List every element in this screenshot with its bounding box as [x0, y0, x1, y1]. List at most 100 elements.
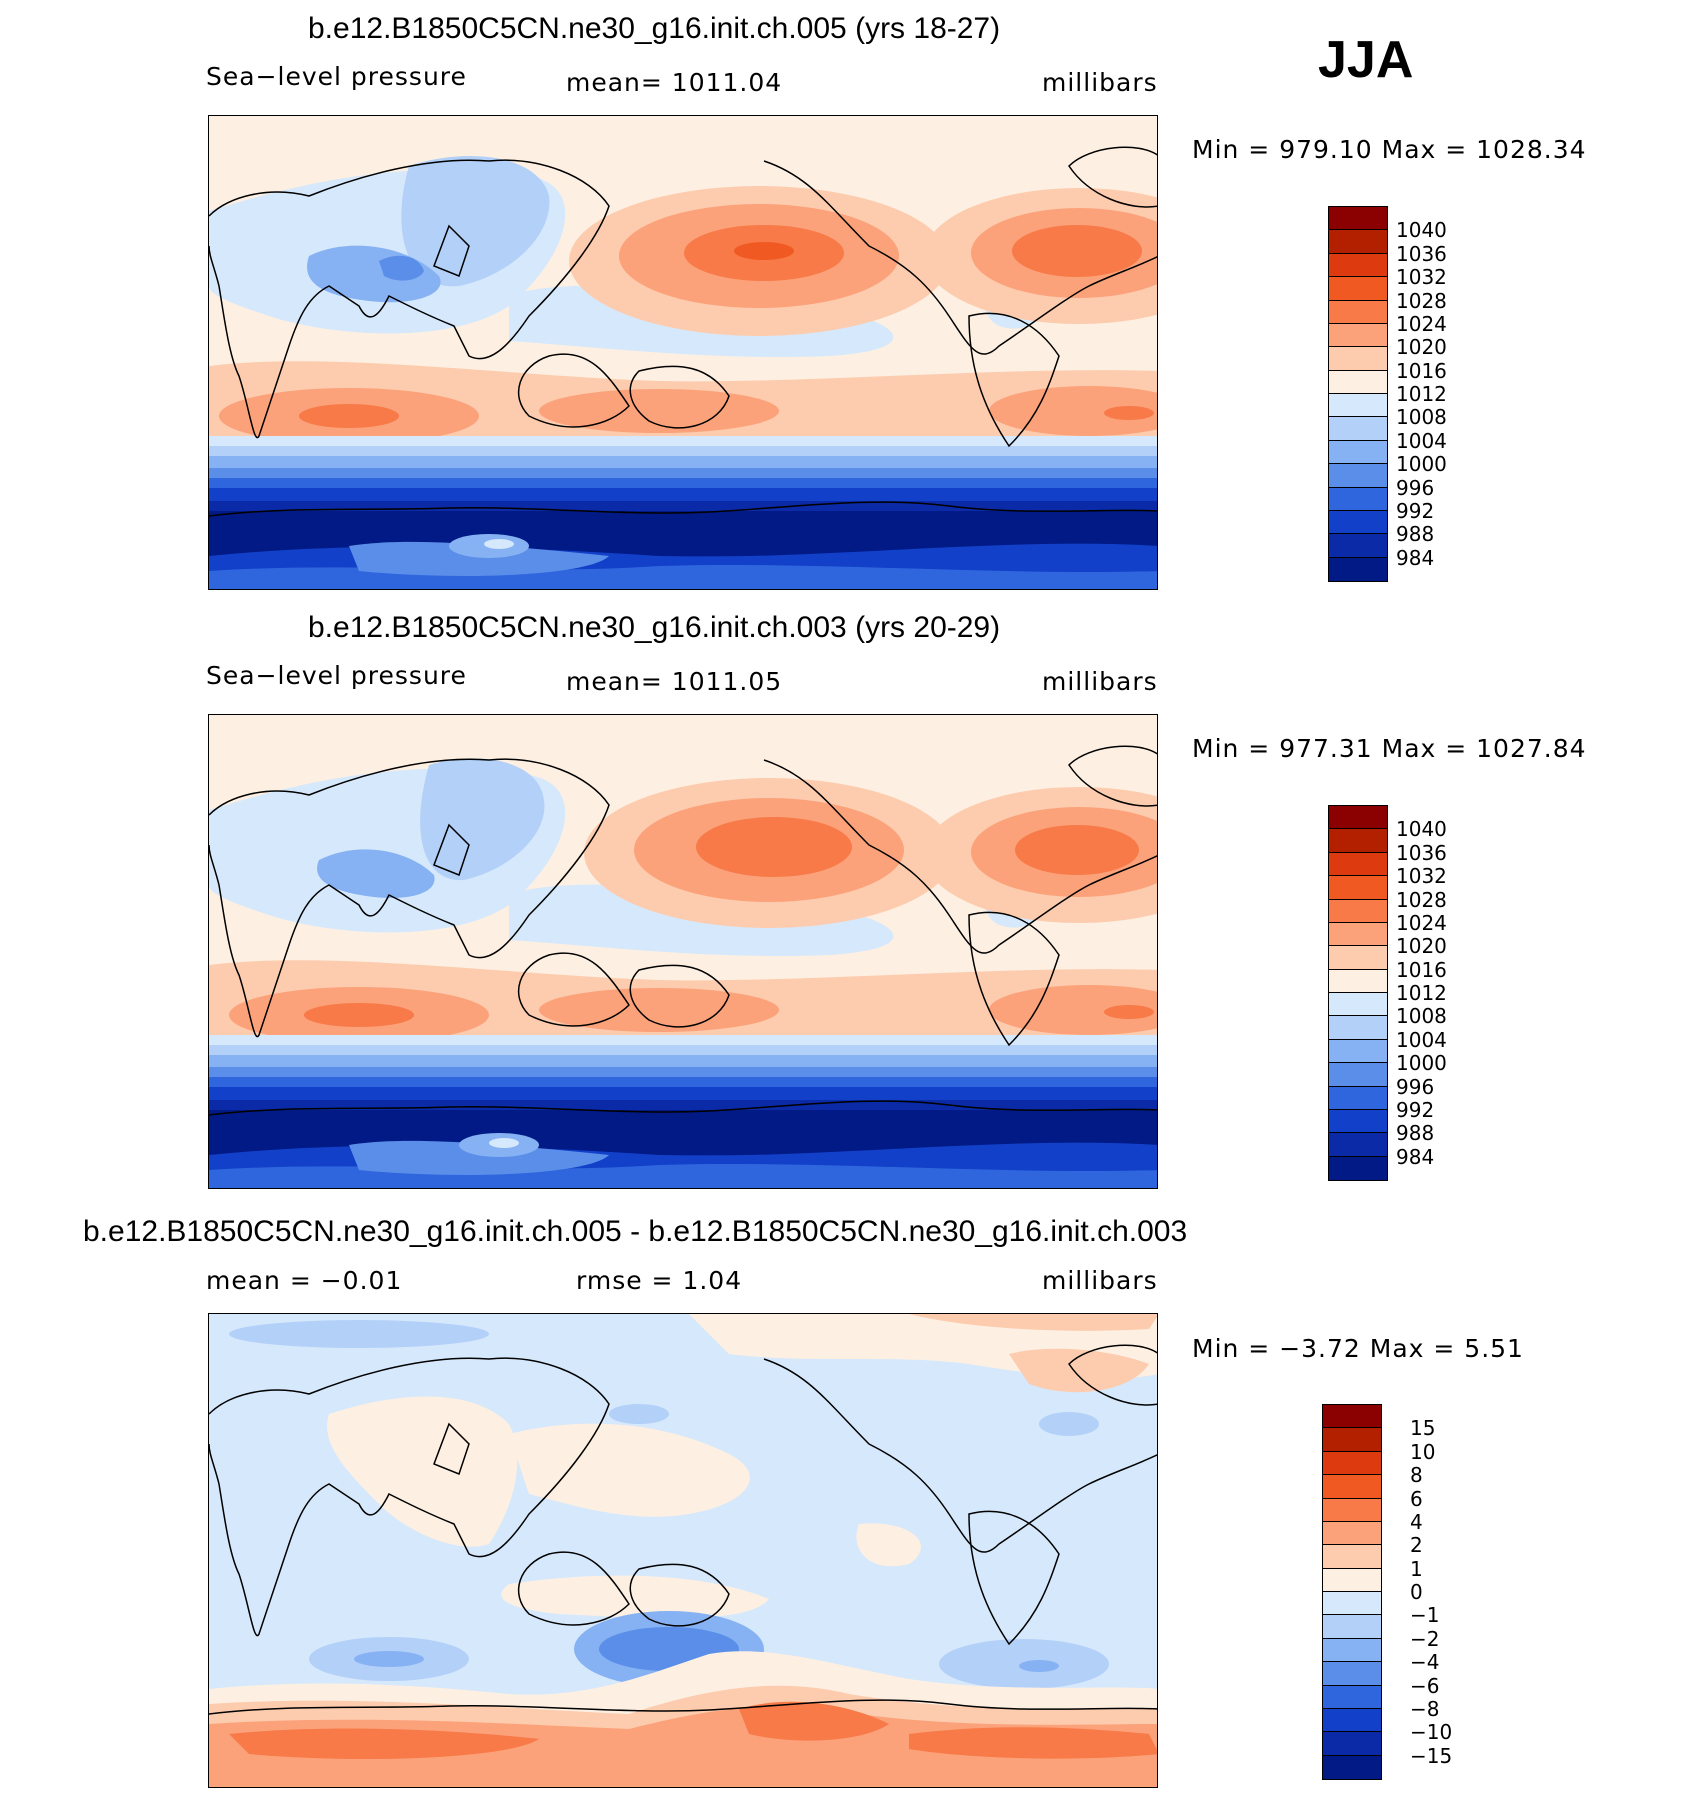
colorbar-swatch — [1323, 1732, 1381, 1756]
colorbar-tick-label: 1032 — [1396, 864, 1447, 889]
panel-2-minmax: Min = 977.31 Max = 1027.84 — [1192, 734, 1587, 763]
panel-1-units-label: millibars — [1042, 68, 1158, 97]
colorbar-swatch — [1329, 207, 1387, 231]
colorbar-swatch — [1323, 1428, 1381, 1452]
colorbar-tick-label: 2 — [1410, 1533, 1423, 1558]
panel-1-minmax: Min = 979.10 Max = 1028.34 — [1192, 135, 1587, 164]
colorbar-tick-label: 1 — [1410, 1556, 1423, 1581]
colorbar-swatch — [1329, 899, 1387, 923]
colorbar-swatch — [1329, 510, 1387, 535]
colorbar-swatch — [1329, 534, 1387, 558]
colorbar-swatch — [1329, 370, 1387, 394]
colorbar-swatch — [1323, 1755, 1381, 1779]
colorbar-tick-label: 8 — [1410, 1463, 1423, 1488]
colorbar-swatch — [1329, 1133, 1387, 1157]
colorbar-swatch — [1329, 300, 1387, 324]
colorbar-tick-label: 1024 — [1396, 910, 1447, 935]
colorbar-swatch — [1323, 1521, 1381, 1546]
colorbar-tick-label: 0 — [1410, 1580, 1423, 1604]
colorbar-swatch — [1323, 1615, 1381, 1639]
colorbar-swatch — [1329, 417, 1387, 441]
colorbar-swatch — [1329, 1063, 1387, 1087]
panel-2-title: b.e12.B1850C5CN.ne30_g16.init.ch.003 (yr… — [308, 611, 1001, 644]
colorbar-swatch — [1323, 1545, 1381, 1569]
colorbar-tick-label: −1 — [1410, 1603, 1440, 1628]
colorbar-tick-label: 1016 — [1396, 358, 1447, 383]
colorbar-swatch — [1329, 1086, 1387, 1110]
panel-3-map — [208, 1313, 1158, 1788]
colorbar-tick-label: 1036 — [1396, 840, 1447, 865]
colorbar-tick-label: 1028 — [1396, 887, 1447, 912]
colorbar-swatch — [1329, 1016, 1387, 1040]
panel-1-title: b.e12.B1850C5CN.ne30_g16.init.ch.005 (yr… — [308, 12, 1001, 45]
colorbar-swatch — [1329, 852, 1387, 877]
panel-3-title: b.e12.B1850C5CN.ne30_g16.init.ch.005 - b… — [83, 1215, 1188, 1248]
colorbar-swatch — [1329, 487, 1387, 511]
colorbar-tick-label: 1008 — [1396, 1004, 1447, 1029]
colorbar-swatch — [1329, 323, 1387, 348]
panel-1-colorbar — [1328, 206, 1388, 582]
colorbar-tick-label: −2 — [1410, 1626, 1440, 1651]
colorbar-swatch — [1323, 1568, 1381, 1592]
colorbar-tick-label: 1004 — [1396, 428, 1447, 453]
colorbar-tick-label: 984 — [1396, 1144, 1435, 1169]
colorbar-swatch — [1323, 1498, 1381, 1522]
panel-1-mean-label: mean= 1011.04 — [566, 68, 783, 97]
colorbar-swatch — [1329, 464, 1387, 488]
colorbar-tick-label: 1000 — [1396, 452, 1447, 477]
panel-3-units-label: millibars — [1042, 1266, 1158, 1295]
panel-1-contour-field — [209, 116, 1157, 589]
colorbar-tick-label: 1004 — [1396, 1027, 1447, 1052]
colorbar-tick-label: 988 — [1396, 1121, 1435, 1146]
colorbar-tick-label: 988 — [1396, 522, 1435, 547]
colorbar-tick-label: 984 — [1396, 545, 1435, 570]
colorbar-tick-label: 10 — [1410, 1439, 1436, 1464]
colorbar-swatch — [1329, 946, 1387, 970]
colorbar-swatch — [1329, 969, 1387, 993]
colorbar-swatch — [1329, 876, 1387, 900]
panel-2-map — [208, 714, 1158, 1189]
colorbar-swatch — [1323, 1405, 1381, 1429]
panel-3-contour-field — [209, 1314, 1157, 1787]
season-label: JJA — [1318, 31, 1414, 89]
colorbar-swatch — [1329, 1156, 1387, 1180]
colorbar-tick-label: 992 — [1396, 498, 1435, 523]
colorbar-tick-label: −10 — [1410, 1720, 1453, 1745]
colorbar-swatch — [1329, 394, 1387, 418]
colorbar-swatch — [1329, 440, 1387, 465]
colorbar-swatch — [1329, 230, 1387, 254]
panel-3-minmax: Min = −3.72 Max = 5.51 — [1192, 1334, 1524, 1363]
colorbar-tick-label: 1040 — [1396, 218, 1447, 243]
colorbar-tick-label: 1012 — [1396, 981, 1447, 1005]
colorbar-swatch — [1329, 829, 1387, 853]
colorbar-tick-label: −15 — [1410, 1743, 1453, 1768]
panel-2-mean-label: mean= 1011.05 — [566, 667, 783, 696]
colorbar-tick-label: 6 — [1410, 1486, 1423, 1511]
colorbar-tick-label: 1036 — [1396, 241, 1447, 266]
colorbar-tick-label: 4 — [1410, 1509, 1423, 1534]
colorbar-swatch — [1323, 1638, 1381, 1663]
colorbar-tick-label: −8 — [1410, 1696, 1440, 1721]
colorbar-swatch — [1323, 1475, 1381, 1499]
colorbar-swatch — [1329, 922, 1387, 947]
panel-1-variable-label: Sea−level pressure — [206, 62, 467, 91]
colorbar-swatch — [1329, 806, 1387, 830]
colorbar-tick-label: 1040 — [1396, 817, 1447, 842]
panel-2-variable-label: Sea−level pressure — [206, 661, 467, 690]
colorbar-tick-label: 992 — [1396, 1097, 1435, 1122]
colorbar-swatch — [1329, 347, 1387, 371]
colorbar-swatch — [1329, 557, 1387, 581]
panel-2-contour-field — [209, 715, 1157, 1188]
colorbar-tick-label: 1020 — [1396, 934, 1447, 959]
colorbar-tick-label: 1032 — [1396, 265, 1447, 290]
colorbar-swatch — [1329, 277, 1387, 301]
colorbar-swatch — [1329, 253, 1387, 278]
panel-3-mean-label: mean = −0.01 — [206, 1266, 403, 1295]
colorbar-swatch — [1329, 1109, 1387, 1134]
colorbar-tick-label: 1000 — [1396, 1051, 1447, 1076]
colorbar-swatch — [1323, 1685, 1381, 1709]
panel-2-colorbar — [1328, 805, 1388, 1181]
colorbar-tick-label: 996 — [1396, 1074, 1435, 1099]
colorbar-swatch — [1323, 1662, 1381, 1686]
panel-3-rmse-label: rmse = 1.04 — [576, 1266, 743, 1295]
